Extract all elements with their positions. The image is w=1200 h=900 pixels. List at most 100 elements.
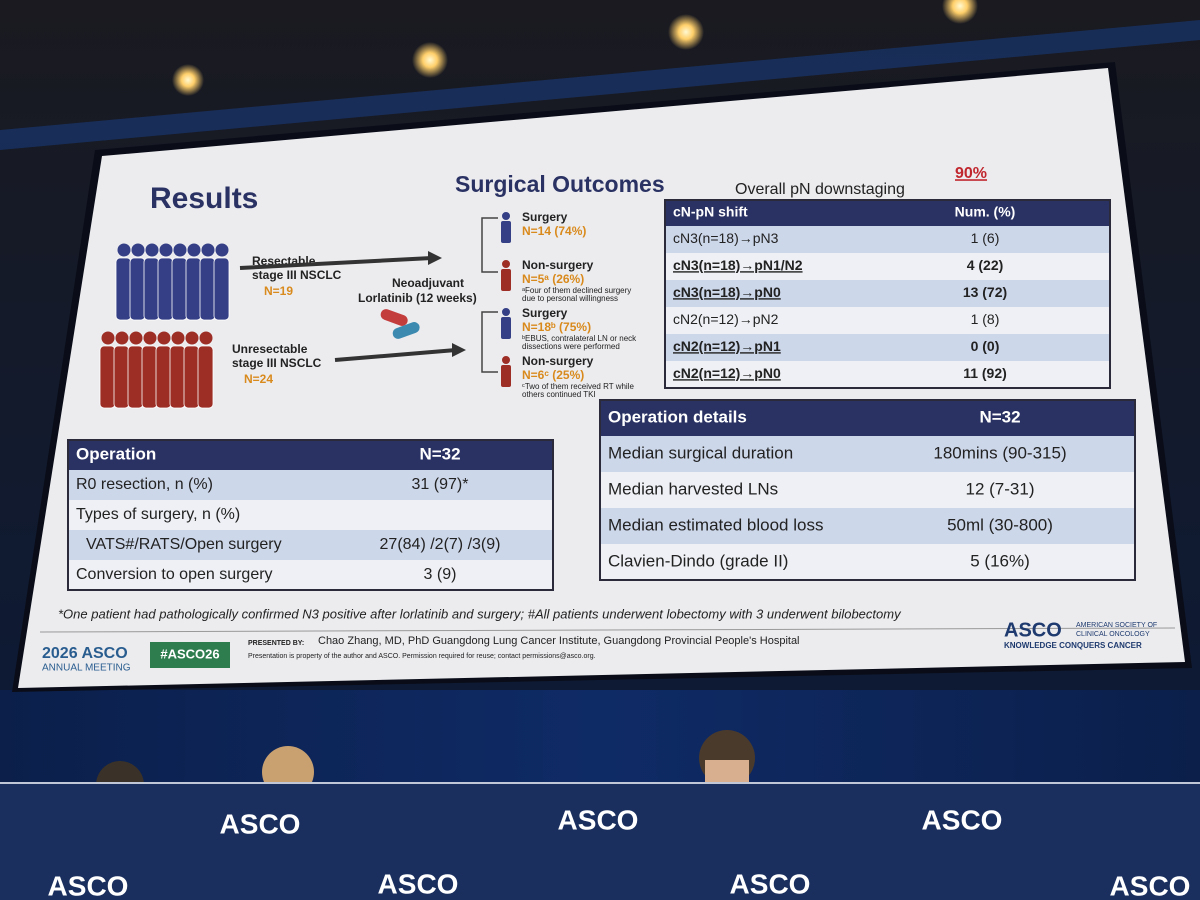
table-cell: Clavien-Dindo (grade II) xyxy=(608,551,788,570)
table-cell: 31 (97)* xyxy=(412,476,469,493)
person-icon xyxy=(501,365,511,387)
outcome-note: ᶜTwo of them received RT while xyxy=(522,382,634,391)
treatment: Lorlatinib (12 weeks) xyxy=(358,291,477,305)
table-header xyxy=(68,440,553,470)
table-cell: cN2(n=12)→pN1 xyxy=(673,338,781,354)
table-cell: VATS#/RATS/Open surgery xyxy=(86,536,282,553)
table-cell: 180mins (90-315) xyxy=(933,443,1066,462)
outcome-n: N=18ᵇ (75%) xyxy=(522,320,591,334)
outcome-note: ᵇEBUS, contralateral LN or neck xyxy=(522,334,637,343)
table-cell: 27(84) /2(7) /3(9) xyxy=(380,536,501,553)
person-icon xyxy=(113,345,130,409)
society: CLINICAL ONCOLOGY xyxy=(1076,631,1150,638)
table-cell: 50ml (30-800) xyxy=(947,515,1053,534)
table-border xyxy=(664,199,1111,389)
person-icon xyxy=(171,331,185,345)
outcome-note: ᵃFour of them declined surgery xyxy=(522,286,631,295)
table-row xyxy=(665,226,1110,253)
person-icon xyxy=(131,243,145,257)
outcome-label: Surgery xyxy=(522,210,568,224)
hashtag: #ASCO26 xyxy=(160,646,219,661)
person-icon xyxy=(501,269,511,291)
table-cell: 0 (0) xyxy=(971,338,1000,354)
truss xyxy=(0,20,1200,150)
person-icon xyxy=(501,317,511,339)
person-icon xyxy=(215,243,229,257)
person-icon xyxy=(171,257,188,321)
table-cell: cN3(n=18)→pN1/N2 xyxy=(673,257,803,273)
table-row xyxy=(665,334,1110,361)
table-row xyxy=(68,470,553,500)
person-icon xyxy=(502,260,510,268)
table-row xyxy=(68,560,553,590)
table-cell: Median estimated blood loss xyxy=(608,515,823,534)
arrow-head xyxy=(452,343,466,357)
table-cell: R0 resection, n (%) xyxy=(76,476,213,493)
table-row xyxy=(600,472,1135,508)
table-header-cell: cN-pN shift xyxy=(673,204,748,220)
outcome-n: N=5ᵃ (26%) xyxy=(522,272,584,286)
pill xyxy=(392,322,420,339)
person-icon xyxy=(143,257,160,321)
table-row xyxy=(68,500,553,530)
person-icon xyxy=(157,331,171,345)
slide-content: Results Surgical OutcomesResectablestage … xyxy=(39,165,1176,674)
table-row xyxy=(600,436,1135,472)
bracket xyxy=(481,311,498,373)
bracket xyxy=(481,217,498,273)
person-icon xyxy=(155,345,172,409)
table-header-cell: Operation details xyxy=(608,407,747,426)
table-cell: 4 (22) xyxy=(967,257,1004,273)
light xyxy=(668,14,704,50)
person-icon xyxy=(129,331,143,345)
person-icon xyxy=(183,345,200,409)
group-n: N=24 xyxy=(244,372,273,386)
table-row xyxy=(665,280,1110,307)
stage-logo: ASCO xyxy=(922,804,1003,835)
meeting: 2026 ASCO xyxy=(42,645,128,662)
table-header-cell: Num. (%) xyxy=(955,204,1016,220)
person-icon xyxy=(115,331,129,345)
person-icon xyxy=(185,257,202,321)
table-row xyxy=(68,530,553,560)
stage-logo: ASCO xyxy=(1110,870,1191,900)
person-icon xyxy=(199,331,213,345)
table-cell: Median harvested LNs xyxy=(608,479,778,498)
group-label: stage III NSCLC xyxy=(252,268,342,282)
stage-logo: ASCO xyxy=(378,868,459,899)
person-icon xyxy=(127,345,144,409)
light xyxy=(412,42,448,78)
table-cell: 3 (9) xyxy=(424,566,457,583)
shift-caption: Overall pN downstaging xyxy=(735,181,905,198)
presenter: Chao Zhang, MD, PhD Guangdong Lung Cance… xyxy=(318,635,800,647)
stage-logo: ASCO xyxy=(48,870,129,900)
person-icon xyxy=(159,243,173,257)
table-cell: 13 (72) xyxy=(963,284,1007,300)
group-n: N=19 xyxy=(264,284,293,298)
table-cell: 1 (6) xyxy=(971,230,1000,246)
person-icon xyxy=(129,257,146,321)
treatment: Neoadjuvant xyxy=(392,276,464,290)
person-icon xyxy=(173,243,187,257)
person-icon xyxy=(157,257,174,321)
table-cell: cN3(n=18)→pN3 xyxy=(673,230,779,246)
arrow-head xyxy=(428,251,442,265)
person-icon xyxy=(141,345,158,409)
outcome-label: Non-surgery xyxy=(522,354,594,368)
table-row xyxy=(665,253,1110,280)
light xyxy=(172,64,204,96)
subtitle: Surgical Outcomes xyxy=(455,171,665,197)
table-cell: 1 (8) xyxy=(971,311,1000,327)
table-cell: 11 (92) xyxy=(963,365,1007,381)
arrow xyxy=(334,348,457,362)
disclaimer: Presentation is property of the author a… xyxy=(248,653,596,660)
person-icon xyxy=(501,221,511,243)
table-header xyxy=(665,200,1110,226)
arrow xyxy=(239,256,433,270)
table-border xyxy=(67,439,554,591)
hashtag-box xyxy=(150,642,230,668)
person-icon xyxy=(115,257,132,321)
stage-logo: ASCO xyxy=(220,808,301,839)
table-row xyxy=(600,544,1135,580)
society: AMERICAN SOCIETY OF xyxy=(1076,622,1157,629)
